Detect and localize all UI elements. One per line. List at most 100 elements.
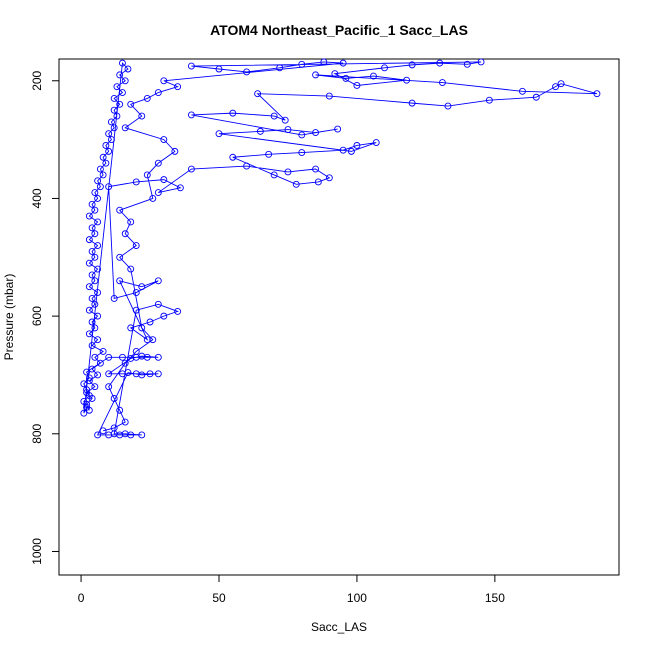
data-point — [552, 83, 560, 91]
x-tick-label: 100 — [347, 591, 367, 605]
data-point — [436, 59, 444, 67]
y-tick-label: 200 — [30, 70, 44, 90]
data-point — [408, 61, 416, 69]
data-point — [298, 149, 306, 157]
data-point — [154, 159, 162, 167]
data-point — [347, 147, 355, 155]
data-point — [102, 159, 110, 167]
data-point — [154, 189, 162, 197]
data-point — [187, 165, 195, 173]
data-point — [154, 277, 162, 285]
x-axis: 0 50 100 150 — [78, 574, 505, 605]
data-point — [339, 59, 347, 67]
data-point — [110, 94, 118, 102]
data-point — [85, 212, 93, 220]
data-point — [593, 90, 601, 98]
data-point — [116, 100, 124, 108]
data-point — [88, 318, 96, 326]
data-point — [80, 409, 88, 417]
data-point — [99, 171, 107, 179]
data-point — [270, 112, 278, 120]
data-point — [91, 383, 99, 391]
data-point — [477, 58, 485, 66]
data-point — [105, 353, 113, 361]
data-point — [132, 242, 140, 249]
data-point — [171, 147, 179, 155]
data-point — [94, 218, 102, 226]
data-point — [381, 64, 388, 72]
chart-title: ATOM4 Northeast_Pacific_1 Sacc_LAS — [210, 22, 468, 38]
data-point — [284, 126, 292, 134]
data-point — [83, 386, 91, 394]
data-point — [91, 353, 99, 361]
data-point — [160, 176, 168, 184]
data-point — [80, 380, 88, 388]
data-point — [229, 153, 237, 161]
data-point — [132, 178, 140, 186]
data-point — [94, 242, 102, 249]
data-point — [154, 370, 162, 378]
data-point — [143, 171, 151, 179]
data-point — [174, 307, 182, 315]
data-point — [118, 353, 126, 361]
data-point — [146, 370, 154, 378]
plot-frame — [58, 58, 620, 576]
series-layer — [80, 58, 601, 439]
data-point — [124, 369, 132, 377]
y-axis: 200 400 600 800 1000 — [30, 70, 60, 565]
x-axis-label: Sacc_LAS — [311, 620, 367, 634]
data-point — [113, 83, 121, 91]
data-point — [485, 96, 493, 104]
data-point — [88, 247, 96, 255]
data-point — [298, 131, 306, 139]
data-point — [121, 230, 129, 238]
data-point — [143, 336, 151, 344]
data-point — [110, 124, 118, 132]
data-point — [532, 93, 540, 101]
data-point — [94, 289, 102, 297]
data-point — [270, 171, 278, 179]
data-point — [99, 347, 107, 355]
y-axis-label: Pressure (mbar) — [2, 274, 16, 361]
data-point — [138, 324, 146, 332]
data-point — [154, 353, 162, 361]
data-point — [94, 194, 102, 202]
data-point — [110, 424, 118, 432]
data-point — [121, 77, 129, 85]
data-point — [463, 60, 471, 68]
data-point — [256, 127, 264, 135]
data-point — [132, 289, 140, 297]
data-point — [85, 306, 93, 314]
data-point — [146, 318, 154, 326]
data-point — [276, 64, 284, 72]
data-point — [160, 77, 168, 85]
data-point — [94, 371, 102, 379]
data-point — [342, 74, 350, 82]
data-point — [99, 153, 107, 161]
data-point — [438, 79, 446, 86]
data-point — [91, 189, 99, 197]
y-tick-label: 600 — [30, 306, 44, 326]
data-point — [94, 265, 102, 273]
data-point — [143, 94, 151, 102]
data-point — [127, 265, 135, 273]
data-point — [118, 89, 126, 96]
data-point — [99, 427, 107, 435]
data-point — [243, 162, 251, 170]
data-point — [121, 418, 129, 426]
data-point — [110, 295, 118, 302]
data-point — [94, 177, 102, 185]
data-point — [243, 68, 251, 76]
data-point — [138, 431, 146, 439]
data-point — [149, 336, 157, 344]
data-point — [88, 200, 96, 208]
data-point — [80, 397, 88, 405]
data-point — [121, 124, 129, 132]
data-point — [85, 236, 93, 244]
data-point — [292, 180, 300, 188]
data-point — [88, 271, 96, 279]
data-point — [372, 139, 380, 146]
data-point — [320, 58, 328, 66]
series-line — [83, 61, 598, 436]
